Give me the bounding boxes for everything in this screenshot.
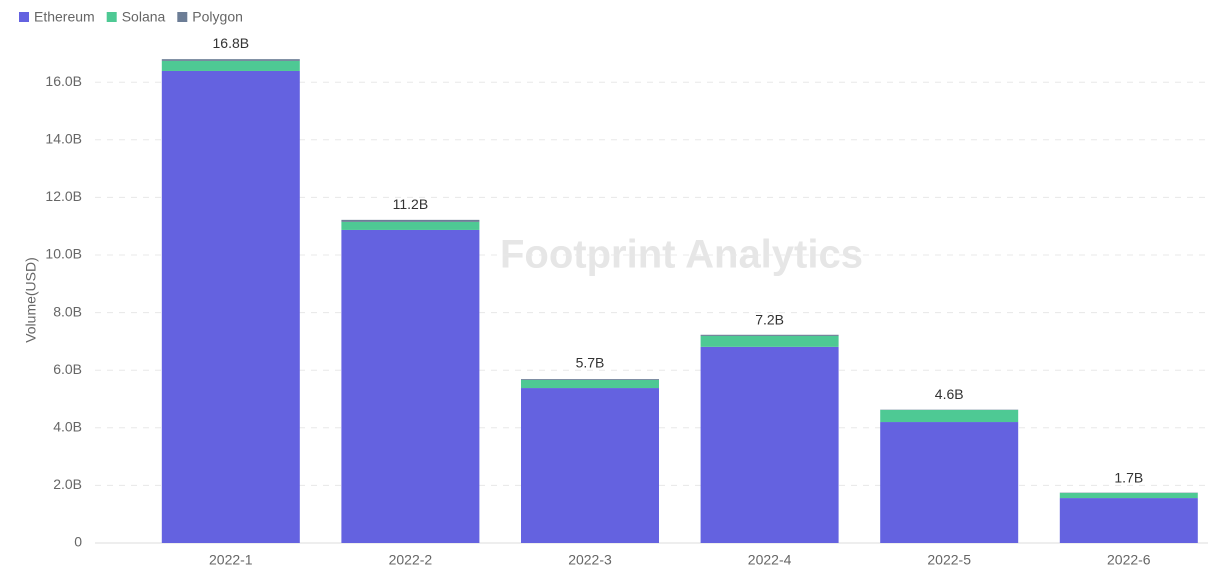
- bar-segment: [341, 219, 480, 222]
- legend-swatch: [19, 12, 29, 22]
- bar-segment: [341, 221, 480, 230]
- x-tick-label: 2022-6: [1107, 552, 1151, 568]
- legend-label: Polygon: [192, 9, 243, 25]
- y-axis-label: Volume(USD): [23, 257, 39, 343]
- bar-segment: [700, 346, 839, 543]
- y-tick-label: 0: [74, 534, 82, 550]
- y-tick-label: 16.0B: [45, 73, 82, 89]
- legend-swatch: [177, 12, 188, 22]
- bar-segment: [521, 379, 659, 380]
- bar-segment: [161, 60, 300, 71]
- y-tick-label: 12.0B: [45, 188, 82, 204]
- bar-segment: [341, 229, 480, 543]
- total-label: 5.7B: [576, 355, 605, 371]
- y-tick-label: 10.0B: [45, 246, 82, 262]
- x-tick-label: 2022-5: [927, 552, 971, 568]
- bar-segment: [700, 335, 839, 347]
- total-label: 7.2B: [755, 311, 784, 327]
- legend-label: Solana: [122, 9, 166, 25]
- x-tick-label: 2022-1: [209, 552, 253, 568]
- total-label: 4.6B: [935, 386, 964, 402]
- bar-segment: [521, 388, 659, 543]
- bar-segment: [880, 409, 1019, 423]
- x-tick-label: 2022-4: [748, 552, 792, 568]
- total-label: 1.7B: [1114, 470, 1143, 486]
- bar-segment: [521, 379, 659, 389]
- bar-segment: [1059, 498, 1198, 543]
- y-tick-label: 8.0B: [53, 303, 82, 319]
- y-tick-label: 2.0B: [53, 476, 82, 492]
- bar-segment: [161, 70, 300, 543]
- bar-segment: [1059, 492, 1198, 499]
- bar-segment: [700, 334, 839, 336]
- total-label: 16.8B: [213, 35, 250, 51]
- total-label: 11.2B: [393, 196, 429, 212]
- y-tick-label: 14.0B: [45, 131, 82, 147]
- y-tick-label: 4.0B: [53, 419, 82, 435]
- bar-segment: [880, 422, 1019, 543]
- legend-label: Ethereum: [34, 9, 95, 25]
- x-tick-label: 2022-3: [568, 552, 612, 568]
- bar-segment: [161, 59, 300, 61]
- y-tick-label: 6.0B: [53, 361, 82, 377]
- x-tick-label: 2022-2: [389, 552, 433, 568]
- legend-swatch: [106, 12, 117, 22]
- watermark: Footprint Analytics: [500, 233, 863, 277]
